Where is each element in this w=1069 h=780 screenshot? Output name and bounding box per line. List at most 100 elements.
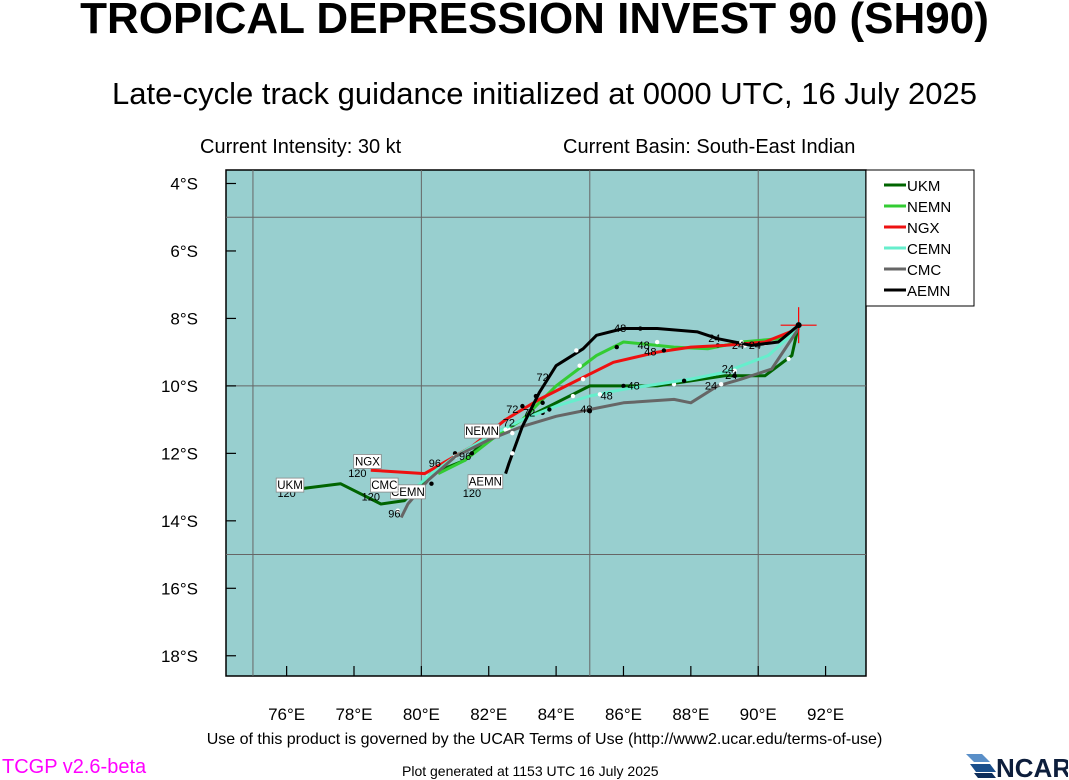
legend-label-nemn: NEMN [907, 199, 951, 216]
track-hour-mark [577, 363, 582, 368]
track-hour-mark [574, 348, 579, 353]
current-intensity-label: Current Intensity: 30 kt [200, 136, 402, 158]
track-hour-mark [429, 481, 434, 486]
version-label: TCGP v2.6-beta [2, 756, 147, 778]
end-label-cmc: CMC [371, 480, 397, 492]
track-labels: 244896120UKM24487296NEMN24487296120NGX24… [275, 323, 761, 520]
end-label-ukm: UKM [277, 480, 303, 492]
ncar-logo: NCAR [964, 752, 1068, 780]
forecast-hour-label: 120 [463, 488, 481, 500]
legend-box [865, 169, 975, 307]
track-hour-mark [533, 393, 539, 399]
x-tick-label: 92°E [807, 705, 844, 724]
track-hour-mark [661, 348, 667, 353]
current-position-layer [780, 307, 817, 344]
forecast-hour-label: 48 [638, 340, 650, 352]
end-label-box [467, 474, 504, 490]
x-tick-label: 86°E [605, 705, 642, 724]
track-hour-mark [570, 393, 576, 399]
legend: UKM NEMN NGX CEMN CMC AEMN [865, 169, 975, 307]
track-hour-mark [540, 400, 545, 405]
y-tick-label: 10°S [161, 377, 198, 396]
forecast-hour-label: 24 [705, 380, 717, 392]
forecast-hour-label: 48 [644, 347, 656, 359]
terms-of-use-notice: Use of this product is governed by the U… [206, 731, 883, 748]
x-tick-label: 90°E [740, 705, 777, 724]
y-tick-label: 8°S [170, 309, 198, 328]
forecast-hour-label: 72 [503, 417, 515, 429]
y-tick-label: 6°S [170, 242, 198, 261]
legend-label-ukm: UKM [907, 178, 940, 195]
track-hour-mark [395, 508, 400, 513]
x-tick-label: 80°E [403, 705, 440, 724]
end-label-box [353, 454, 382, 469]
subtitle: Late-cycle track guidance initialized at… [111, 76, 978, 111]
legend-label-cmc: CMC [907, 262, 941, 279]
generated-timestamp: Plot generated at 1153 UTC 16 July 2025 [402, 763, 659, 779]
track-hour-mark [510, 451, 515, 456]
forecast-hour-label: 24 [708, 333, 720, 345]
forecast-hour-label: 120 [348, 468, 366, 480]
track-hour-mark [786, 356, 791, 362]
track-hour-mark [510, 430, 515, 436]
track-hour-mark [469, 451, 475, 456]
y-tick-label: 12°S [161, 444, 198, 463]
forecast-hour-label: 24 [732, 340, 744, 352]
track-hour-mark [654, 339, 660, 345]
track-hour-mark [503, 427, 508, 432]
forecast-hour-label: 48 [580, 404, 592, 416]
forecast-hour-label: 72 [523, 407, 535, 419]
map-ocean-background [225, 169, 867, 677]
forecast-hour-label: 72 [537, 372, 549, 384]
track-hour-mark [520, 403, 525, 409]
track-hour-mark [621, 383, 626, 389]
end-label-aemn: AEMN [469, 477, 502, 489]
track-hour-mark [732, 368, 737, 373]
grid-lines [226, 170, 866, 676]
x-tick-label: 82°E [470, 705, 507, 724]
end-label-nemn: NEMN [465, 426, 499, 438]
model-tracks [286, 324, 801, 519]
map-axes: 76°E 78°E 80°E 82°E 84°E 86°E 88°E 90°E 92°E 4°S 6… [161, 174, 844, 724]
track-hour-mark [587, 408, 592, 414]
forecast-hour-label: 48 [627, 380, 639, 392]
x-tick-label: 84°E [538, 705, 575, 724]
x-tick-label: 76°E [268, 705, 305, 724]
end-label-box [275, 477, 305, 493]
ncar-logo-mark [964, 752, 996, 778]
legend-label-ngx: NGX [907, 220, 940, 237]
track-aemn [504, 324, 800, 475]
y-tick-label: 4°S [170, 174, 198, 193]
track-hour-mark [580, 376, 586, 382]
y-tick-label: 14°S [161, 512, 198, 531]
forecast-hour-label: 24 [722, 363, 734, 375]
end-label-ngx: NGX [355, 456, 380, 468]
legend-label-cemn: CEMN [907, 241, 951, 258]
forecast-hour-label: 96 [459, 451, 471, 463]
forecast-hour-label: 24 [749, 340, 761, 352]
forecast-hour-label: 96 [429, 458, 441, 470]
x-tick-label: 88°E [672, 705, 709, 724]
ncar-logo-text: NCAR [996, 753, 1068, 780]
track-hour-mark [547, 407, 552, 412]
main-title: TROPICAL DEPRESSION INVEST 90 (SH90) [80, 0, 989, 43]
end-label-box [370, 477, 399, 493]
forecast-hour-label: 96 [388, 508, 400, 520]
track-hour-mark [597, 392, 603, 397]
forecast-hour-label: 48 [614, 323, 626, 335]
y-tick-label: 18°S [161, 647, 198, 666]
forecast-hour-label: 48 [601, 390, 613, 402]
track-hour-mark [614, 344, 619, 350]
track-hour-mark [681, 378, 687, 384]
forecast-hour-label: 72 [506, 404, 518, 416]
y-tick-label: 16°S [161, 579, 198, 598]
current-basin-label: Current Basin: South-East Indian [563, 136, 856, 158]
forecast-hour-label: 24 [725, 370, 737, 382]
track-hour-mark [718, 382, 724, 387]
end-label-cemn: CEMN [391, 487, 425, 499]
track-hour-mark [732, 373, 737, 378]
legend-label-aemn: AEMN [907, 283, 950, 300]
forecast-hour-label: 120 [362, 492, 380, 504]
track-hour-mark [739, 339, 744, 345]
x-tick-label: 78°E [335, 705, 372, 724]
